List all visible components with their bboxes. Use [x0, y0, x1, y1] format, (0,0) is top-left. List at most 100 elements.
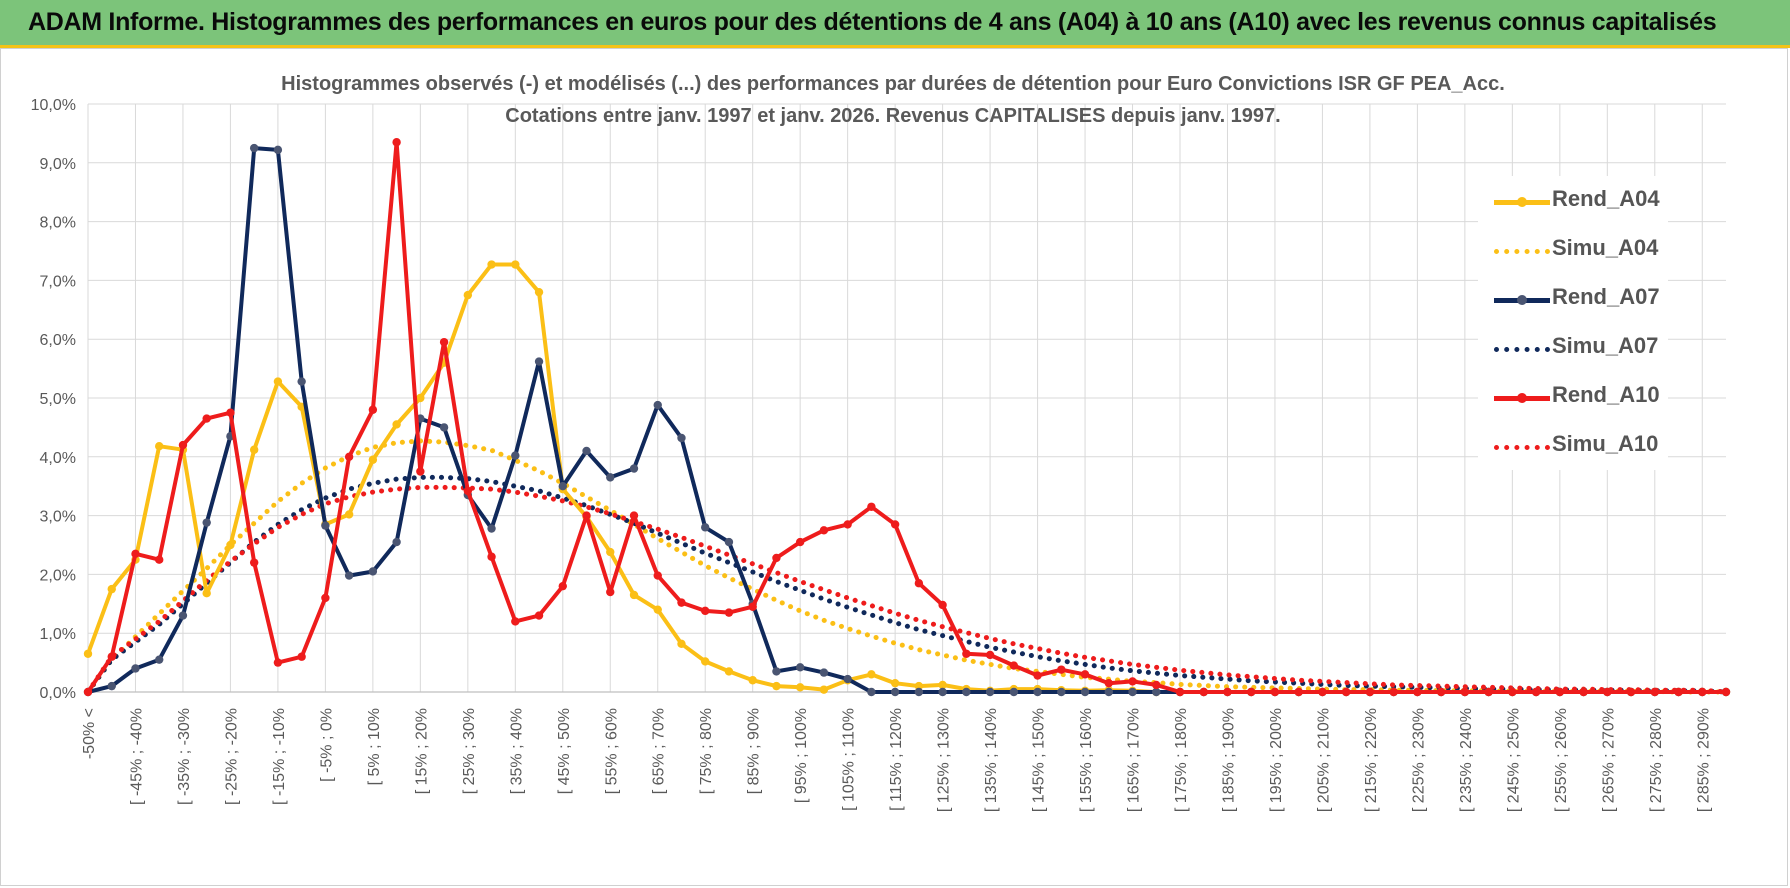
data-point — [1152, 687, 1161, 697]
y-tick-label: 4,0% — [40, 450, 76, 467]
data-point — [867, 670, 876, 679]
data-point — [1341, 687, 1351, 697]
x-tick-label: -50% < — [81, 708, 98, 759]
data-point — [1508, 687, 1517, 697]
data-point — [107, 681, 116, 691]
y-tick-label: 10,0% — [31, 97, 76, 114]
data-point — [677, 598, 686, 607]
performance-histogram-chart: Histogrammes observés (-) et modélisés (… — [31, 73, 1731, 812]
y-tick-label: 8,0% — [40, 215, 76, 232]
data-point — [202, 589, 211, 598]
data-point — [1270, 687, 1280, 697]
x-tick-label: [ 205% ; 210% — [1315, 708, 1332, 812]
x-tick-label: [ 185% ; 190% — [1220, 708, 1237, 812]
chart-legend: Rend_A04 Simu_A04 Rend_A07 Simu_A07 Rend_A10… — [1478, 176, 1668, 470]
data-point — [1199, 687, 1208, 697]
data-point — [558, 482, 567, 491]
data-point — [344, 510, 354, 519]
data-point — [1033, 671, 1042, 680]
data-point — [439, 337, 449, 347]
data-point — [83, 649, 93, 658]
x-tick-label: [ 105% ; 110% — [841, 708, 858, 811]
data-point — [511, 617, 520, 626]
data-point — [629, 464, 639, 473]
data-point — [724, 608, 734, 617]
data-point — [1650, 687, 1659, 697]
x-tick-label: [ -15% ; -10% — [271, 708, 288, 805]
data-point — [1579, 687, 1588, 697]
data-point — [1080, 687, 1090, 697]
y-tick-label: 7,0% — [40, 273, 76, 290]
legend-item-rend-a07: Rend_A07 — [1478, 274, 1668, 323]
data-point — [1413, 687, 1422, 697]
x-tick-label: [ -25% ; -20% — [223, 708, 240, 805]
data-point — [487, 260, 496, 269]
x-tick-label: [ 15% ; 20% — [413, 708, 430, 794]
data-point — [724, 667, 734, 676]
data-point — [416, 467, 425, 476]
x-tick-label: [ 25% ; 30% — [461, 708, 478, 794]
data-point — [819, 668, 829, 677]
report-title: ADAM Informe. Histogrammes des performan… — [28, 8, 1717, 36]
data-point — [1009, 661, 1019, 670]
data-point — [985, 687, 995, 697]
data-point — [463, 290, 473, 300]
data-point — [653, 400, 662, 410]
data-point — [273, 658, 283, 667]
x-tick-label: [ 85% ; 90% — [746, 708, 763, 794]
x-tick-label: [ 45% ; 50% — [556, 708, 573, 794]
data-point — [795, 537, 805, 547]
data-point — [819, 685, 829, 694]
data-point — [914, 681, 924, 691]
data-point — [1128, 687, 1137, 697]
data-point — [321, 521, 330, 530]
data-point — [1104, 687, 1113, 697]
data-point — [795, 663, 805, 672]
data-point — [273, 145, 283, 155]
data-point — [1626, 687, 1636, 697]
data-point — [938, 680, 947, 690]
data-point — [606, 473, 615, 482]
data-point — [843, 520, 852, 529]
data-point — [701, 523, 710, 532]
y-tick-label: 1,0% — [40, 626, 76, 643]
chart-title: Histogrammes observés (-) et modélisés (… — [281, 73, 1505, 95]
legend-label: Rend_A10 — [1552, 382, 1660, 407]
legend-label: Rend_A07 — [1552, 284, 1660, 309]
x-tick-label: [ 235% ; 240% — [1458, 708, 1475, 812]
data-point — [131, 664, 140, 673]
data-point — [344, 571, 354, 580]
x-tick-label: [ 225% ; 230% — [1410, 708, 1427, 812]
data-point — [344, 452, 354, 461]
data-point — [606, 547, 615, 557]
legend-item-simu-a07: Simu_A07 — [1478, 323, 1668, 372]
data-point — [392, 420, 401, 429]
data-point — [155, 655, 164, 664]
x-tick-label: [ 65% ; 70% — [651, 708, 668, 794]
data-point — [962, 687, 971, 697]
x-tick-label: [ 55% ; 60% — [603, 708, 620, 794]
data-point — [534, 287, 544, 297]
data-point — [249, 445, 259, 454]
series-simu-a07 — [85, 474, 1729, 695]
series-line-simu_a10 — [85, 484, 1729, 695]
x-tick-label: [ 115% ; 120% — [888, 708, 905, 811]
data-point — [1057, 665, 1066, 674]
data-point — [629, 590, 639, 600]
data-point — [202, 414, 211, 423]
data-point — [701, 606, 710, 616]
x-axis-ticks: -50% < [ -45% ; -40% [ -35% ; -30% [ -25% ;… — [81, 708, 1712, 812]
data-point — [867, 687, 876, 697]
x-tick-label: [ 255% ; 260% — [1553, 708, 1570, 812]
data-point — [155, 442, 164, 451]
data-point — [1009, 687, 1019, 697]
legend-swatch — [1494, 294, 1550, 305]
data-point — [249, 558, 259, 567]
data-point — [629, 511, 639, 520]
data-point — [653, 571, 662, 580]
data-point — [985, 650, 995, 660]
data-point — [1057, 687, 1066, 697]
x-tick-label: [ -5% ; 0% — [318, 708, 335, 782]
data-point — [83, 687, 93, 697]
x-tick-label: [ 75% ; 80% — [698, 708, 715, 794]
